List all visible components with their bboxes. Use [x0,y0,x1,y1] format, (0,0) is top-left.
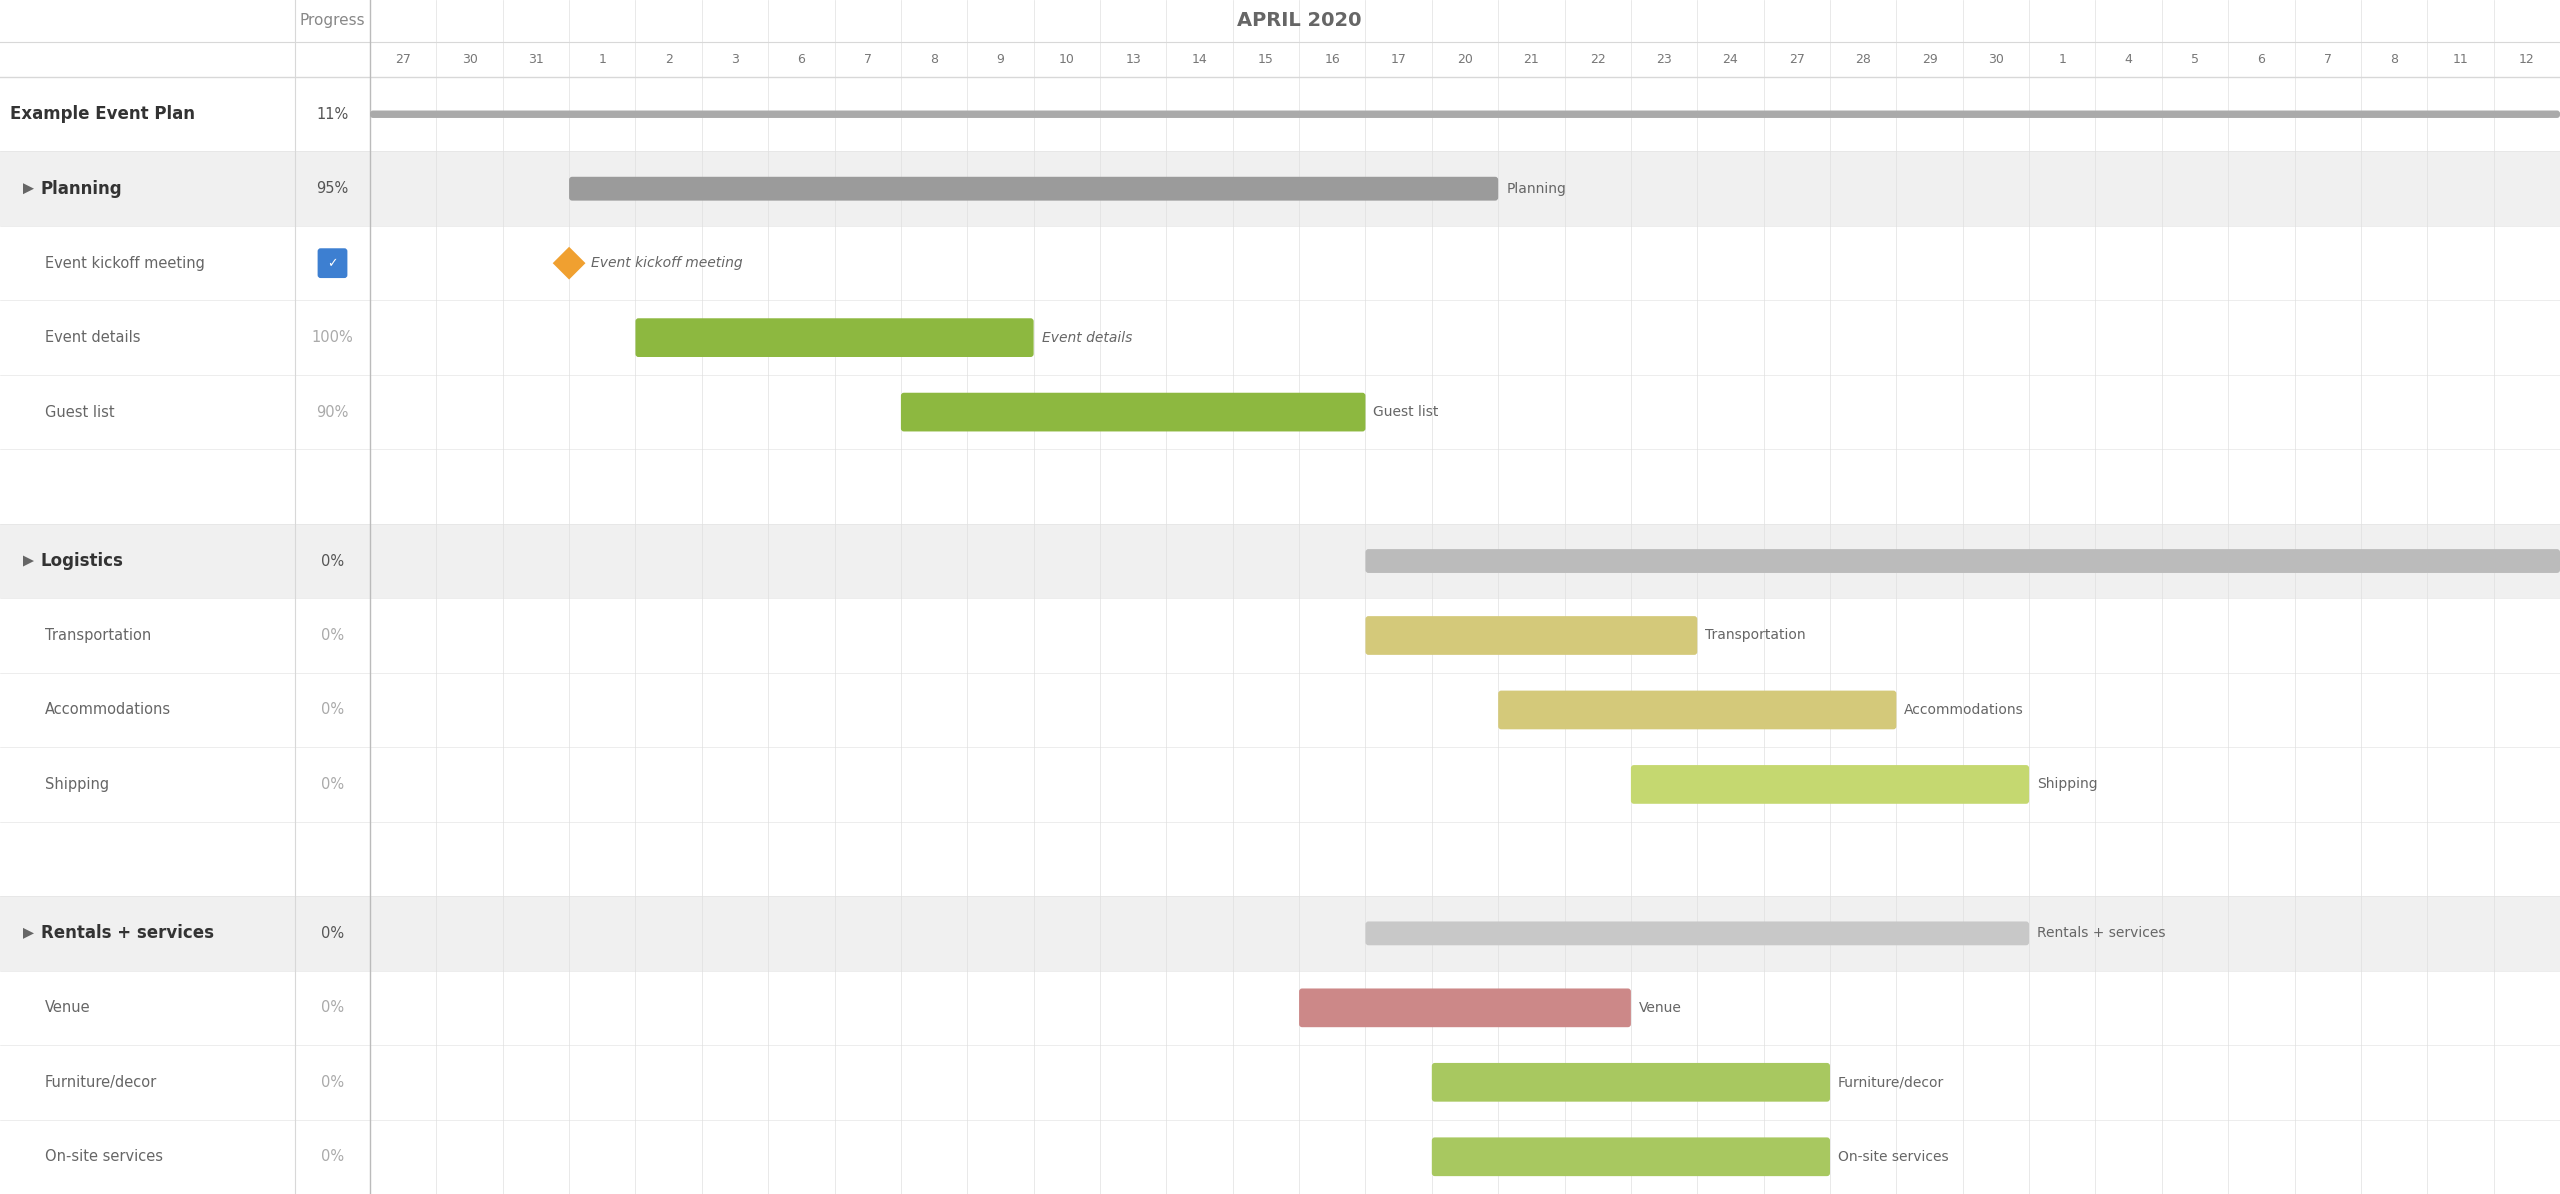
Text: ✓: ✓ [328,257,338,270]
FancyBboxPatch shape [1364,922,2030,946]
Text: Event details: Event details [46,330,141,345]
Text: 20: 20 [1457,53,1472,66]
FancyBboxPatch shape [1431,1138,1830,1176]
Text: 0%: 0% [320,777,343,792]
Text: 31: 31 [527,53,543,66]
Text: 15: 15 [1257,53,1275,66]
Text: 8: 8 [2391,53,2399,66]
Text: Planning: Planning [1505,181,1567,196]
Text: 16: 16 [1324,53,1339,66]
Text: Planning: Planning [41,180,123,198]
Text: 23: 23 [1656,53,1672,66]
FancyBboxPatch shape [568,177,1498,201]
Text: 90%: 90% [317,405,348,419]
Text: Event details: Event details [1042,331,1132,345]
Text: 7: 7 [863,53,873,66]
Text: Event kickoff meeting: Event kickoff meeting [46,256,205,271]
Bar [0,524,2560,598]
FancyBboxPatch shape [901,393,1364,431]
Text: 9: 9 [996,53,1004,66]
Polygon shape [23,555,33,566]
Text: 95%: 95% [317,181,348,196]
Text: 6: 6 [796,53,806,66]
Bar [0,152,2560,226]
Text: 100%: 100% [312,330,353,345]
Text: 12: 12 [2519,53,2534,66]
Text: Shipping: Shipping [46,777,110,792]
Text: Event kickoff meeting: Event kickoff meeting [591,257,742,270]
Text: Guest list: Guest list [1375,405,1439,419]
Text: Rentals + services: Rentals + services [2038,927,2166,941]
Text: 29: 29 [1923,53,1938,66]
Text: 0%: 0% [320,1075,343,1090]
Text: 17: 17 [1390,53,1405,66]
Text: Guest list: Guest list [46,405,115,419]
Text: 30: 30 [1989,53,2004,66]
Text: 27: 27 [394,53,412,66]
Text: Logistics: Logistics [41,552,123,570]
Text: Progress: Progress [300,13,366,29]
Text: 8: 8 [929,53,937,66]
Bar [0,0,2560,76]
Text: 0%: 0% [320,554,343,568]
Text: Accommodations: Accommodations [46,702,172,718]
Text: APRIL 2020: APRIL 2020 [1236,12,1362,31]
Text: Transportation: Transportation [1705,628,1805,642]
Text: 4: 4 [2125,53,2132,66]
Text: 0%: 0% [320,925,343,941]
Text: 0%: 0% [320,1150,343,1164]
Text: 3: 3 [732,53,740,66]
Text: 14: 14 [1190,53,1208,66]
Text: 10: 10 [1060,53,1075,66]
Text: Furniture/decor: Furniture/decor [1838,1076,1943,1089]
Text: 24: 24 [1723,53,1738,66]
FancyBboxPatch shape [635,319,1034,357]
FancyBboxPatch shape [1298,989,1631,1027]
Text: 1: 1 [2058,53,2066,66]
Text: Venue: Venue [46,1001,90,1015]
Text: 5: 5 [2191,53,2199,66]
Text: 6: 6 [2258,53,2266,66]
Text: 27: 27 [1789,53,1805,66]
Polygon shape [23,928,33,938]
Text: 7: 7 [2324,53,2332,66]
Polygon shape [23,183,33,195]
Text: Example Event Plan: Example Event Plan [10,105,195,123]
Text: 13: 13 [1126,53,1142,66]
Text: 22: 22 [1590,53,1605,66]
Text: 11: 11 [2452,53,2468,66]
Polygon shape [553,247,586,279]
Text: 0%: 0% [320,1001,343,1015]
FancyBboxPatch shape [1498,690,1897,730]
FancyBboxPatch shape [317,248,348,278]
Text: 1: 1 [599,53,607,66]
FancyBboxPatch shape [1364,549,2560,573]
Text: Venue: Venue [1638,1001,1682,1015]
Text: Transportation: Transportation [46,628,151,644]
FancyBboxPatch shape [1431,1063,1830,1102]
FancyBboxPatch shape [1364,616,1697,654]
Text: On-site services: On-site services [46,1150,164,1164]
Text: 0%: 0% [320,628,343,644]
Text: Accommodations: Accommodations [1905,703,2025,716]
FancyBboxPatch shape [1631,765,2030,804]
Text: 30: 30 [461,53,479,66]
Text: On-site services: On-site services [1838,1150,1948,1164]
FancyBboxPatch shape [371,111,2560,118]
Bar [0,897,2560,971]
Text: Rentals + services: Rentals + services [41,924,215,942]
Text: 2: 2 [666,53,673,66]
Text: 21: 21 [1523,53,1539,66]
Text: 11%: 11% [317,106,348,122]
Text: 28: 28 [1856,53,1871,66]
Text: Furniture/decor: Furniture/decor [46,1075,156,1090]
Text: 0%: 0% [320,702,343,718]
Text: Shipping: Shipping [2038,777,2097,792]
